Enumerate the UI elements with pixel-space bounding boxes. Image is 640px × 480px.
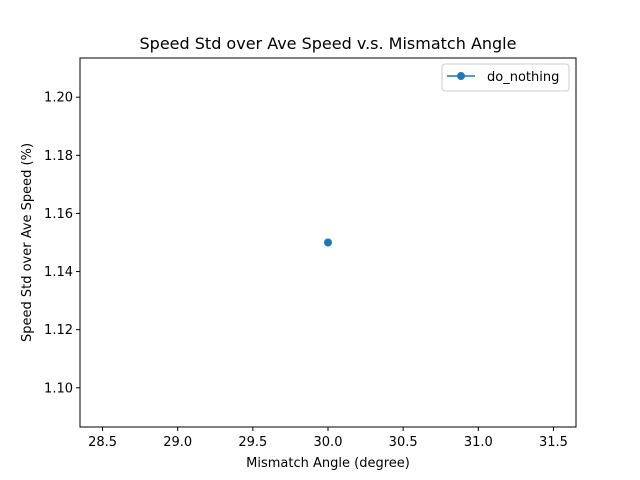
y-tick-label: 1.18 xyxy=(44,149,73,164)
legend-marker-do-nothing xyxy=(457,72,465,80)
x-tick-label: 31.5 xyxy=(539,435,568,450)
y-axis-ticks: 1.10 1.12 1.14 1.16 1.18 1.20 xyxy=(44,91,80,396)
y-tick-label: 1.16 xyxy=(44,207,73,222)
x-tick-label: 29.5 xyxy=(238,435,267,450)
plot-area: 28.5 29.0 29.5 30.0 30.5 31.0 31.5 1.101.121.1… xyxy=(44,57,577,450)
legend: do_nothing xyxy=(441,63,570,92)
x-axis-label: Mismatch Angle (degree) xyxy=(246,456,410,471)
y-tick-label: 1.20 xyxy=(44,91,73,106)
y-tick-label: 1.14 xyxy=(44,265,73,280)
legend-box xyxy=(441,63,570,92)
data-point xyxy=(324,238,332,247)
x-tick-label: 31.0 xyxy=(464,435,493,450)
y-tick-label: 1.12 xyxy=(44,323,73,338)
chart-title: Speed Std over Ave Speed v.s. Mismatch A… xyxy=(140,34,517,53)
legend-label-do-nothing: do_nothing xyxy=(487,70,559,85)
x-tick-label: 30.5 xyxy=(389,435,418,450)
x-tick-label: 29.0 xyxy=(163,435,192,450)
x-tick-label: 28.5 xyxy=(88,435,117,450)
series-layer xyxy=(324,238,332,247)
x-tick-label: 30.0 xyxy=(314,435,343,450)
y-axis-label: Speed Std over Ave Speed (%) xyxy=(20,143,35,342)
x-axis-ticks: 28.5 29.0 29.5 30.0 30.5 31.0 31.5 xyxy=(88,427,568,450)
y-tick-label: 1.10 xyxy=(44,381,73,396)
